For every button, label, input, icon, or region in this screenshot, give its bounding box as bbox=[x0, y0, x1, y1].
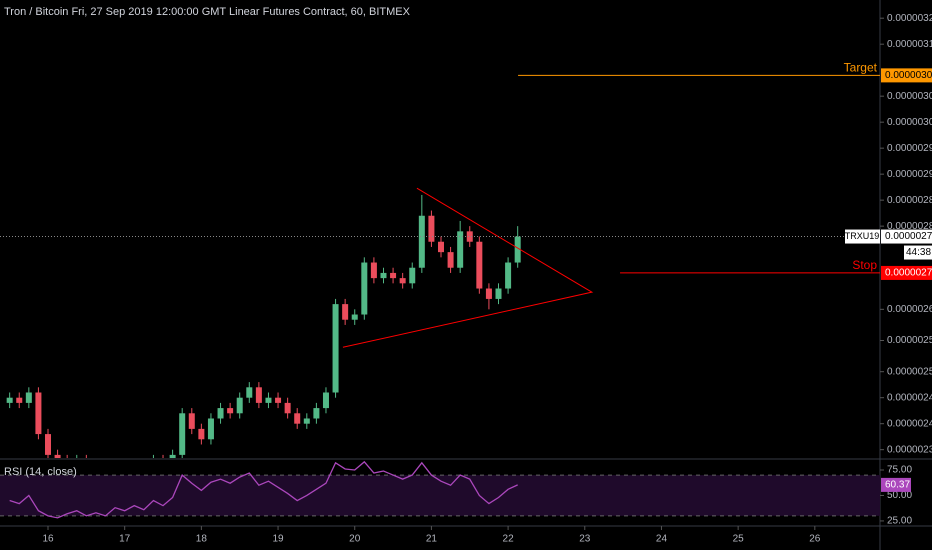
candle-body bbox=[418, 215, 425, 268]
rsi-tick-label: 25.00 bbox=[887, 516, 912, 527]
candle-body bbox=[265, 397, 272, 403]
candle-body bbox=[342, 304, 349, 320]
chart-title: Tron / Bitcoin Fri, 27 Sep 2019 12:00:00… bbox=[4, 6, 411, 18]
rsi-tick-label: 50.00 bbox=[887, 490, 912, 501]
level-price-box bbox=[881, 68, 932, 83]
x-tick-label: 19 bbox=[272, 534, 284, 545]
candle-body bbox=[255, 387, 262, 403]
rsi-value-box bbox=[881, 477, 911, 492]
level-name: Target bbox=[844, 61, 878, 75]
level-price-label: 0.00000271 bbox=[885, 268, 932, 279]
rsi-tick-label: 75.00 bbox=[887, 465, 912, 476]
candle-body bbox=[6, 397, 13, 403]
x-tick-label: 26 bbox=[809, 534, 821, 545]
symbol-box bbox=[845, 229, 880, 244]
y-tick-label: 0.00000285 bbox=[887, 195, 932, 206]
y-tick-label: 0.00000305 bbox=[887, 91, 932, 102]
rsi-pane bbox=[0, 460, 880, 519]
rsi-title: RSI (14, close) bbox=[4, 466, 77, 478]
x-tick-label: 25 bbox=[733, 534, 745, 545]
y-tick-label: 0.00000258 bbox=[887, 335, 932, 346]
candle-body bbox=[169, 454, 176, 458]
candle-body bbox=[275, 397, 282, 403]
x-tick-label: 18 bbox=[196, 534, 208, 545]
candle-body bbox=[466, 231, 473, 242]
x-tick-label: 20 bbox=[349, 534, 361, 545]
candle-body bbox=[370, 262, 377, 279]
y-tick-label: 0.00000264 bbox=[887, 304, 932, 315]
candle-body bbox=[35, 392, 42, 435]
candle-body bbox=[495, 288, 502, 299]
level-price-box bbox=[881, 265, 932, 280]
rsi-line bbox=[9, 460, 518, 519]
candle-body bbox=[409, 267, 416, 284]
y-tick-label: 0.00000315 bbox=[887, 39, 932, 50]
countdown-label: 44:38 bbox=[906, 247, 931, 258]
last-price-box bbox=[881, 229, 932, 244]
x-tick-label: 24 bbox=[656, 534, 668, 545]
candle-body bbox=[437, 241, 444, 253]
candle-body bbox=[198, 428, 205, 440]
candle-body bbox=[227, 408, 234, 414]
candle-body bbox=[16, 397, 23, 403]
candle-body bbox=[361, 262, 368, 315]
level-price-label: 0.00000309 bbox=[885, 70, 932, 81]
candle-body bbox=[303, 418, 310, 424]
candle-body bbox=[390, 272, 397, 279]
candle-body bbox=[380, 272, 387, 279]
x-tick-label: 17 bbox=[119, 534, 131, 545]
candle-body bbox=[399, 278, 406, 284]
candle-body bbox=[514, 236, 521, 263]
candle-body bbox=[236, 397, 243, 414]
y-tick-label: 0.00000252 bbox=[887, 366, 932, 377]
candle-body bbox=[45, 434, 52, 455]
candle-body bbox=[246, 387, 253, 398]
candle-body bbox=[457, 231, 464, 268]
symbol-label: TRXU19 bbox=[845, 231, 880, 241]
candle-body bbox=[179, 413, 186, 455]
trendline bbox=[342, 187, 594, 348]
candle-body bbox=[54, 454, 61, 458]
candle-body bbox=[351, 314, 358, 320]
candle-body bbox=[25, 392, 32, 403]
countdown-box bbox=[904, 245, 932, 260]
candle-body bbox=[207, 418, 214, 440]
candle-body bbox=[217, 408, 224, 419]
candle-body bbox=[313, 408, 320, 419]
candle-body bbox=[294, 413, 301, 424]
y-tick-label: 0.00000242 bbox=[887, 418, 932, 429]
y-tick-label: 0.00000295 bbox=[887, 143, 932, 154]
candle-body bbox=[322, 392, 329, 409]
y-tick-label: 0.00000247 bbox=[887, 392, 932, 403]
candle-body bbox=[447, 252, 454, 268]
candle-body bbox=[284, 402, 291, 414]
main-pane bbox=[0, 74, 880, 458]
rsi-value-label: 60.37 bbox=[885, 480, 910, 491]
x-tick-label: 22 bbox=[503, 534, 515, 545]
candle-body bbox=[505, 262, 512, 289]
x-tick-label: 23 bbox=[579, 534, 591, 545]
candle-body bbox=[188, 413, 195, 429]
candle-body bbox=[485, 288, 492, 299]
candle-body bbox=[476, 241, 483, 289]
last-price-label: 0.00000278 bbox=[885, 231, 932, 242]
candle-body bbox=[428, 215, 435, 242]
rsi-band bbox=[0, 475, 880, 516]
x-tick-label: 16 bbox=[42, 534, 54, 545]
x-tick-label: 21 bbox=[426, 534, 438, 545]
level-name: Stop bbox=[852, 258, 877, 272]
candle-body bbox=[332, 304, 339, 393]
